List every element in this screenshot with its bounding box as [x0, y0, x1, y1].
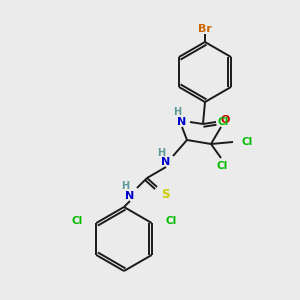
Text: Cl: Cl	[241, 137, 252, 147]
Text: Cl: Cl	[218, 117, 229, 127]
Text: H: H	[173, 107, 181, 117]
Text: Cl: Cl	[71, 216, 82, 226]
Text: H: H	[121, 181, 129, 191]
Text: O: O	[220, 115, 230, 125]
Text: N: N	[161, 157, 171, 167]
Text: Cl: Cl	[166, 216, 177, 226]
Text: Br: Br	[198, 24, 212, 34]
Text: N: N	[125, 191, 135, 201]
Text: N: N	[177, 117, 187, 127]
Text: H: H	[157, 148, 165, 158]
Text: Cl: Cl	[216, 161, 228, 171]
Text: S: S	[161, 188, 169, 200]
